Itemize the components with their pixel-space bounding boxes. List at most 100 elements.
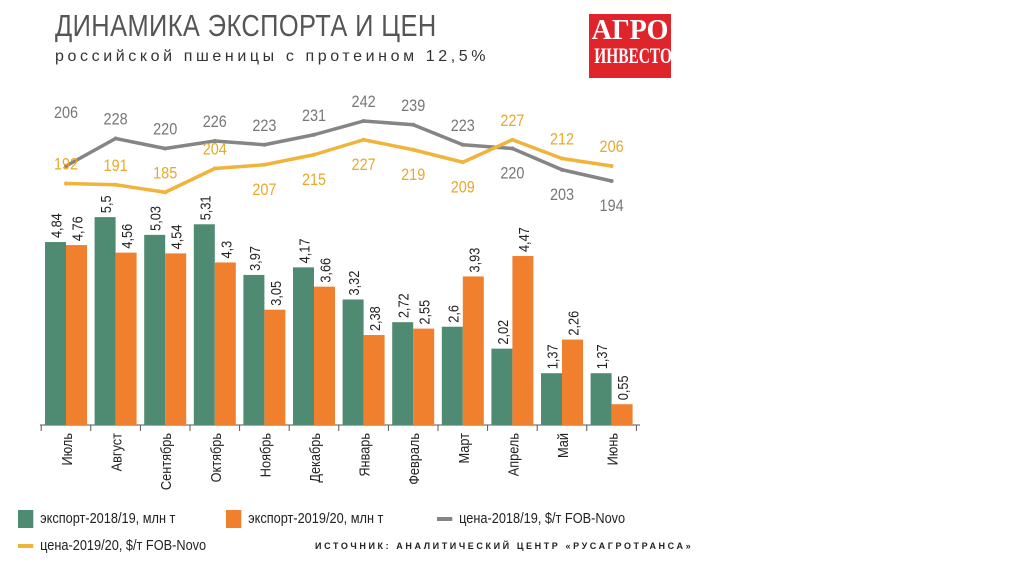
price-point: [64, 181, 68, 186]
price-point: [560, 156, 564, 161]
bar: [144, 234, 166, 425]
logo-line2: ИНВЕСТОР: [594, 43, 682, 68]
x-tick-label: Февраль: [405, 433, 422, 485]
bar: [363, 335, 385, 425]
price-value-label: 209: [451, 178, 475, 196]
x-tick-label: Ноябрь: [256, 433, 273, 477]
price-value-label: 227: [352, 156, 376, 174]
chart-title: ДИНАМИКА ЭКСПОРТА И ЦЕН: [55, 8, 437, 43]
bar-value-label: 4,17: [295, 238, 312, 263]
agroinvestor-logo: АГРО ИНВЕСТОР: [589, 14, 682, 78]
x-tick-label: Сентябрь: [157, 433, 174, 490]
price-point: [510, 137, 515, 142]
price-value-label: 219: [401, 166, 425, 184]
price-point: [460, 142, 465, 147]
price-point: [113, 136, 118, 141]
bar: [293, 267, 314, 425]
bar: [392, 322, 414, 425]
x-tick-label: Апрель: [504, 433, 521, 476]
bar-value-label: 4,84: [47, 213, 64, 238]
price-value-label: 206: [600, 138, 624, 156]
bar-value-label: 5,03: [147, 206, 164, 231]
bar-value-label: 2,26: [564, 311, 581, 336]
price-value-label: 207: [252, 181, 276, 199]
bar: [94, 217, 116, 425]
price-value-label: 220: [153, 120, 177, 138]
price-point: [312, 152, 316, 157]
bar: [512, 256, 534, 425]
price-point: [212, 139, 217, 143]
price-point: [163, 190, 168, 195]
price-point: [262, 142, 267, 147]
price-point: [609, 179, 614, 183]
x-tick-label: Июнь: [604, 433, 621, 465]
bar-value-label: 5,31: [196, 195, 213, 220]
price-value-label: 239: [401, 97, 425, 115]
x-tick-label: Май: [554, 433, 571, 458]
x-tick-label: Декабрь: [306, 433, 323, 483]
bar-value-label: 0,55: [614, 375, 631, 400]
price-point: [411, 122, 416, 127]
legend-swatch: [437, 517, 453, 522]
x-tick-label: Октябрь: [207, 433, 224, 482]
bar-value-label: 5,5: [97, 195, 114, 213]
legend-item-export-2019: экспорт-2019/20, млн т: [226, 510, 384, 529]
price-value-label: 191: [104, 157, 128, 175]
price-value-label: 185: [153, 164, 177, 182]
legend-item-price-2018: цена-2018/19, $/т FOB-Novo: [437, 510, 625, 527]
price-point: [163, 146, 168, 151]
bar: [491, 348, 513, 425]
bar: [264, 309, 286, 425]
price-value-label: 223: [252, 117, 276, 135]
price-point: [609, 164, 614, 168]
price-value-label: 223: [451, 117, 475, 135]
bar-value-label: 4,54: [168, 224, 185, 249]
x-tick-label: Июль: [58, 433, 75, 466]
bar-value-label: 3,05: [267, 281, 284, 306]
bar-value-label: 1,37: [543, 344, 560, 369]
logo-line1: АГРО: [591, 15, 669, 46]
legend-swatch: [18, 544, 34, 549]
legend-label: экспорт-2018/19, млн т: [40, 510, 176, 527]
legend-label: экспорт-2019/20, млн т: [248, 510, 384, 527]
bar-value-label: 2,38: [366, 306, 383, 331]
legend-item-export-2018: экспорт-2018/19, млн т: [18, 510, 176, 529]
bar: [214, 262, 236, 425]
bar: [193, 224, 215, 425]
x-tick-label: Август: [108, 432, 125, 471]
price-value-label: 215: [302, 171, 326, 189]
price-value-label: 226: [203, 113, 227, 131]
price-point: [510, 146, 515, 151]
price-value-label: 231: [302, 107, 326, 125]
bar-value-label: 1,37: [593, 344, 610, 369]
chart-subtitle: российской пшеницы с протеином 12,5%: [55, 48, 490, 65]
price-value-label: 204: [203, 140, 227, 158]
bar-value-label: 2,6: [444, 305, 461, 323]
bar: [45, 242, 66, 425]
x-tick-label: Март: [455, 432, 472, 463]
price-point: [64, 164, 68, 168]
price-value-label: 228: [104, 110, 128, 128]
bar: [413, 328, 435, 425]
price-point: [312, 132, 316, 137]
bar-value-label: 3,66: [316, 258, 333, 283]
price-point: [411, 147, 416, 152]
price-point: [212, 166, 217, 171]
bar-value-label: 3,32: [345, 270, 362, 295]
price-point: [361, 119, 366, 123]
bar-value-label: 4,56: [118, 224, 135, 249]
price-value-label: 220: [500, 164, 524, 182]
bar: [165, 253, 187, 425]
legend-label: цена-2018/19, $/т FOB-Novo: [459, 510, 626, 527]
source-note: ИСТОЧНИК: АНАЛИТИЧЕСКИЙ ЦЕНТР «РУСАГРОТР…: [315, 541, 694, 551]
price-point: [361, 137, 366, 142]
price-point: [460, 160, 465, 165]
price-point: [560, 167, 564, 172]
price-value-label: 194: [600, 197, 624, 215]
x-tick-label: Январь: [356, 433, 373, 477]
price-point: [113, 182, 118, 187]
price-value-label: 242: [352, 93, 376, 111]
bar-value-label: 2,72: [395, 293, 412, 318]
bar: [590, 373, 612, 425]
bar: [342, 299, 364, 425]
